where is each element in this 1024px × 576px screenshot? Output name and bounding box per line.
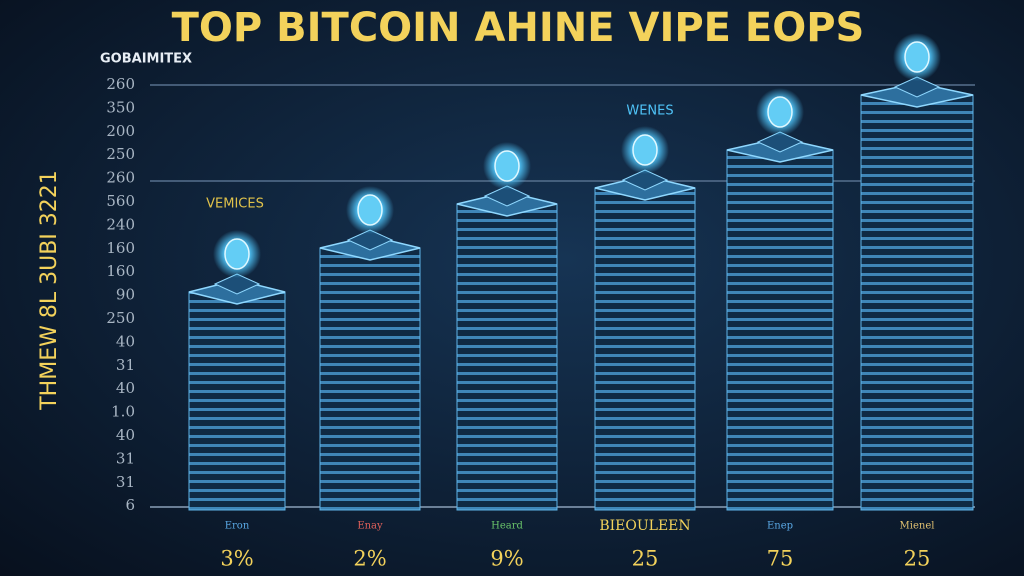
column-body: [860, 94, 974, 511]
category-label: Eron: [225, 521, 250, 532]
column-cap: [893, 76, 941, 98]
y-tick-label: 260: [106, 75, 135, 93]
column-cap: [621, 169, 669, 191]
icon: [632, 134, 658, 166]
icon: [357, 194, 383, 226]
y-tick-label: 31: [116, 473, 135, 491]
value-label: 75: [767, 547, 794, 571]
y-tick-label: 200: [106, 122, 135, 140]
column-cap: [756, 131, 804, 153]
subtitle: GOBAIMITEX: [100, 52, 192, 67]
y-tick-label: 160: [106, 239, 135, 257]
y-tick-label: 31: [116, 356, 135, 374]
y-tick-label: 31: [116, 449, 135, 467]
category-label: Enay: [357, 521, 383, 532]
column-body: [319, 247, 421, 511]
icon: [767, 96, 793, 128]
y-tick-label: 90: [116, 286, 135, 304]
column-body: [726, 149, 834, 511]
y-tick-label: 40: [116, 426, 135, 444]
y-tick-label: 250: [106, 145, 135, 163]
y-tick-label: 160: [106, 262, 135, 280]
value-label: 25: [904, 547, 931, 571]
y-axis-title: THMEW 8L 3UBI 3221: [37, 170, 62, 411]
value-label: 25: [632, 547, 659, 571]
icon: [904, 41, 930, 73]
icon: [224, 238, 250, 270]
value-label: 3%: [220, 547, 253, 571]
category-label: Mienel: [900, 521, 935, 532]
icon: [494, 150, 520, 182]
column-cap: [483, 185, 531, 207]
category-label: Enep: [767, 521, 793, 532]
annotation: VEMICES: [206, 197, 264, 212]
y-tick-label: 260: [106, 169, 135, 187]
column-cap: [346, 229, 394, 251]
y-tick-label: 350: [106, 98, 135, 116]
y-tick-label: 250: [106, 309, 135, 327]
column-body: [188, 291, 286, 511]
category-label: Heard: [491, 521, 523, 532]
y-tick-label: 240: [106, 215, 135, 233]
column-body: [456, 203, 558, 511]
value-label: 9%: [490, 547, 523, 571]
category-label: BIEOULEEN: [599, 518, 690, 534]
value-label: 2%: [353, 547, 386, 571]
column-cap: [213, 273, 261, 295]
column-body: [594, 187, 696, 511]
y-tick-label: 6: [125, 496, 135, 514]
annotation: WENES: [626, 104, 673, 119]
title: TOP BITCOIN AHINE VIPE EOPS: [172, 5, 865, 51]
y-tick-label: 560: [106, 192, 135, 210]
y-tick-label: 40: [116, 379, 135, 397]
y-tick-label: 1.0: [111, 403, 135, 421]
y-tick-label: 40: [116, 332, 135, 350]
